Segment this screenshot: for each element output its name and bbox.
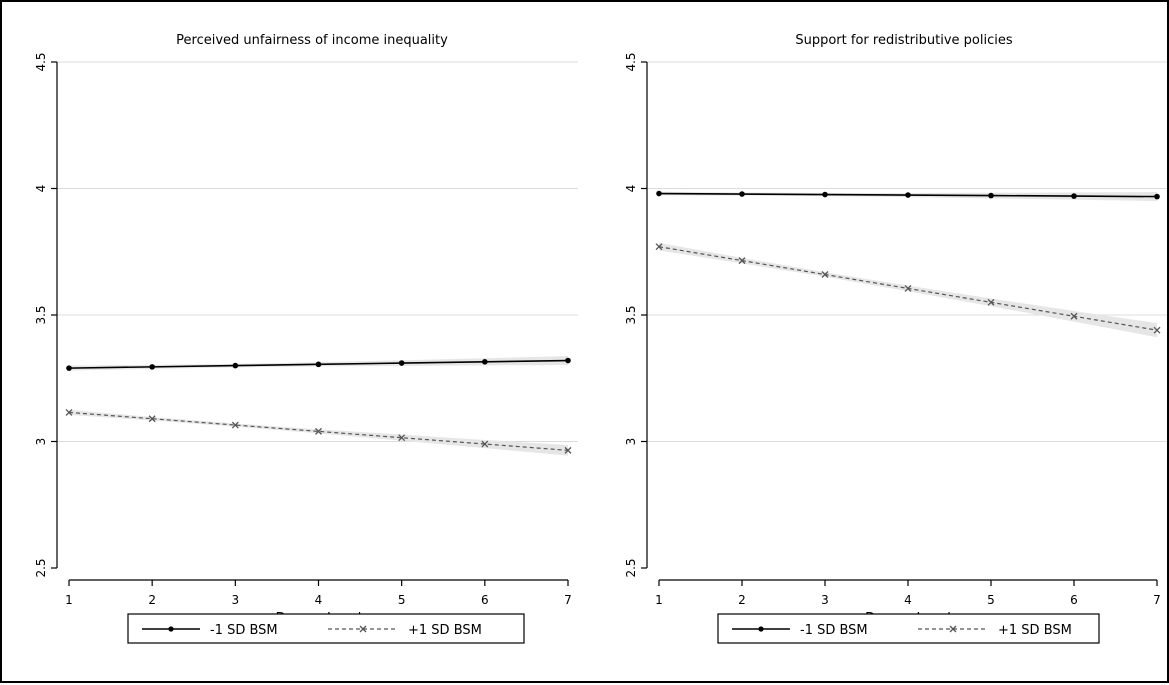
y-tick-label: 2.5 <box>34 558 48 577</box>
legend-marker <box>949 625 957 633</box>
x-tick-label: 3 <box>821 593 829 607</box>
y-tick-label: 3.5 <box>624 305 638 324</box>
y-tick-label: 4 <box>34 185 48 193</box>
y-tick-label: 4.5 <box>624 52 638 71</box>
data-point <box>65 408 73 416</box>
y-tick-label: 3 <box>624 438 638 446</box>
data-point <box>1071 193 1077 199</box>
y-tick-label: 3 <box>34 438 48 446</box>
legend-marker <box>758 626 764 632</box>
x-tick-label: 5 <box>398 593 406 607</box>
x-tick-label: 7 <box>1153 593 1161 607</box>
confidence-band <box>659 242 1157 338</box>
data-point <box>565 357 571 364</box>
data-point <box>655 243 663 251</box>
data-point <box>1154 193 1160 200</box>
x-tick-label: 7 <box>564 593 572 607</box>
data-point <box>739 191 745 197</box>
data-point <box>315 361 322 368</box>
data-point <box>66 365 72 371</box>
data-point <box>564 446 572 454</box>
y-tick-label: 2.5 <box>624 558 638 577</box>
chart-title: Perceived unfairness of income inequalit… <box>176 33 448 48</box>
x-tick-label: 6 <box>481 593 489 607</box>
y-tick-label: 4 <box>624 185 638 193</box>
legend: -1 SD BSM +1 SD BSM <box>127 613 525 644</box>
series-1 <box>656 190 1160 202</box>
series-2 <box>655 242 1161 338</box>
data-point <box>481 440 489 448</box>
legend-label: -1 SD BSM <box>210 623 278 638</box>
data-point <box>148 415 156 423</box>
data-point <box>232 362 239 369</box>
y-tick-label: 4.5 <box>34 52 48 71</box>
data-point <box>904 284 912 292</box>
legend: -1 SD BSM +1 SD BSM <box>717 613 1100 644</box>
data-point <box>905 192 911 198</box>
legend-label: +1 SD BSM <box>408 623 482 638</box>
confidence-band <box>69 409 568 456</box>
x-tick-label: 3 <box>232 593 240 607</box>
x-tick-label: 6 <box>1070 593 1078 607</box>
series-2 <box>65 408 572 456</box>
data-point <box>988 192 994 199</box>
x-tick-label: 4 <box>315 593 323 607</box>
data-point <box>1070 312 1078 320</box>
x-tick-label: 4 <box>904 593 912 607</box>
chart-title: Support for redistributive policies <box>795 33 1012 48</box>
data-point <box>231 421 239 429</box>
x-tick-label: 2 <box>148 593 156 607</box>
legend-marker <box>359 625 367 633</box>
x-tick-label: 1 <box>655 593 663 607</box>
chart-panel-2: Support for redistributive policies 2.5 3 3… <box>624 33 1167 644</box>
data-point <box>821 271 829 278</box>
data-point <box>738 257 746 265</box>
legend-label: -1 SD BSM <box>800 623 868 638</box>
data-point <box>822 191 828 198</box>
x-tick-label: 5 <box>987 593 995 607</box>
series-1 <box>66 355 571 371</box>
legend-label: +1 SD BSM <box>998 623 1072 638</box>
data-point <box>315 427 322 435</box>
x-tick-label: 1 <box>65 593 73 607</box>
legend-marker <box>168 626 174 632</box>
data-point <box>1153 326 1161 334</box>
data-point <box>149 364 155 370</box>
data-point <box>482 359 488 365</box>
data-point <box>398 434 406 442</box>
data-point <box>398 360 405 366</box>
y-tick-label: 3.5 <box>34 305 48 324</box>
data-point <box>987 298 995 306</box>
x-tick-label: 2 <box>738 593 746 607</box>
chart-panel-1: Perceived unfairness of income inequalit… <box>34 33 578 644</box>
data-point <box>656 190 662 197</box>
